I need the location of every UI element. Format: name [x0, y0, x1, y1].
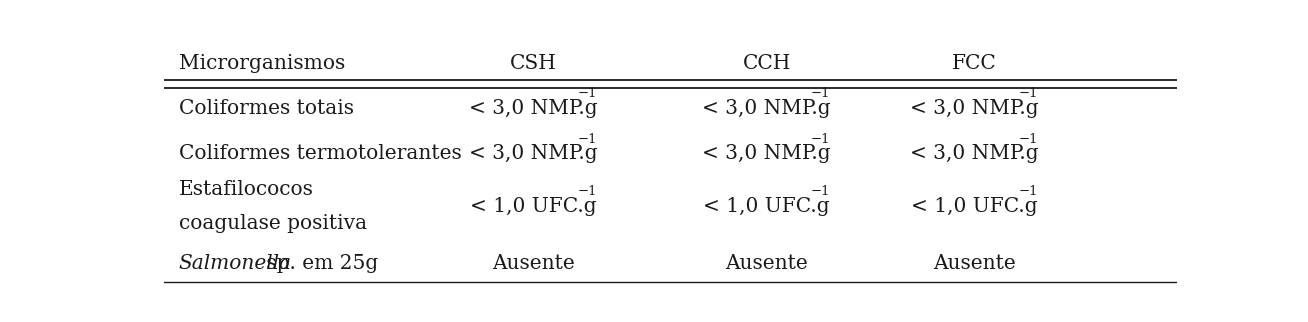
Text: < 3,0 NMP.g: < 3,0 NMP.g	[702, 145, 831, 164]
Text: −1: −1	[578, 87, 596, 100]
Text: coagulase positiva: coagulase positiva	[179, 214, 366, 233]
Text: Ausente: Ausente	[492, 253, 576, 272]
Text: −1: −1	[578, 185, 596, 198]
Text: −1: −1	[1019, 185, 1039, 198]
Text: Ausente: Ausente	[725, 253, 808, 272]
Text: CSH: CSH	[510, 54, 557, 73]
Text: Coliformes termotolerantes: Coliformes termotolerantes	[179, 145, 462, 164]
Text: −1: −1	[1019, 133, 1039, 146]
Text: < 3,0 NMP.g: < 3,0 NMP.g	[470, 99, 598, 118]
Text: Coliformes totais: Coliformes totais	[179, 99, 353, 118]
Text: Ausente: Ausente	[933, 253, 1016, 272]
Text: < 3,0 NMP.g: < 3,0 NMP.g	[702, 99, 831, 118]
Text: −1: −1	[811, 87, 831, 100]
Text: FCC: FCC	[952, 54, 997, 73]
Text: sp. em 25g: sp. em 25g	[260, 253, 378, 272]
Text: CCH: CCH	[743, 54, 791, 73]
Text: < 1,0 UFC.g: < 1,0 UFC.g	[912, 197, 1037, 216]
Text: < 1,0 UFC.g: < 1,0 UFC.g	[470, 197, 596, 216]
Text: Microrganismos: Microrganismos	[179, 54, 345, 73]
Text: < 3,0 NMP.g: < 3,0 NMP.g	[910, 145, 1039, 164]
Text: Estafilococos: Estafilococos	[179, 180, 314, 199]
Text: < 1,0 UFC.g: < 1,0 UFC.g	[704, 197, 831, 216]
Text: Salmonella: Salmonella	[179, 253, 292, 272]
Text: −1: −1	[578, 133, 596, 146]
Text: −1: −1	[1019, 87, 1039, 100]
Text: −1: −1	[811, 133, 831, 146]
Text: < 3,0 NMP.g: < 3,0 NMP.g	[470, 145, 598, 164]
Text: < 3,0 NMP.g: < 3,0 NMP.g	[910, 99, 1039, 118]
Text: −1: −1	[811, 185, 831, 198]
